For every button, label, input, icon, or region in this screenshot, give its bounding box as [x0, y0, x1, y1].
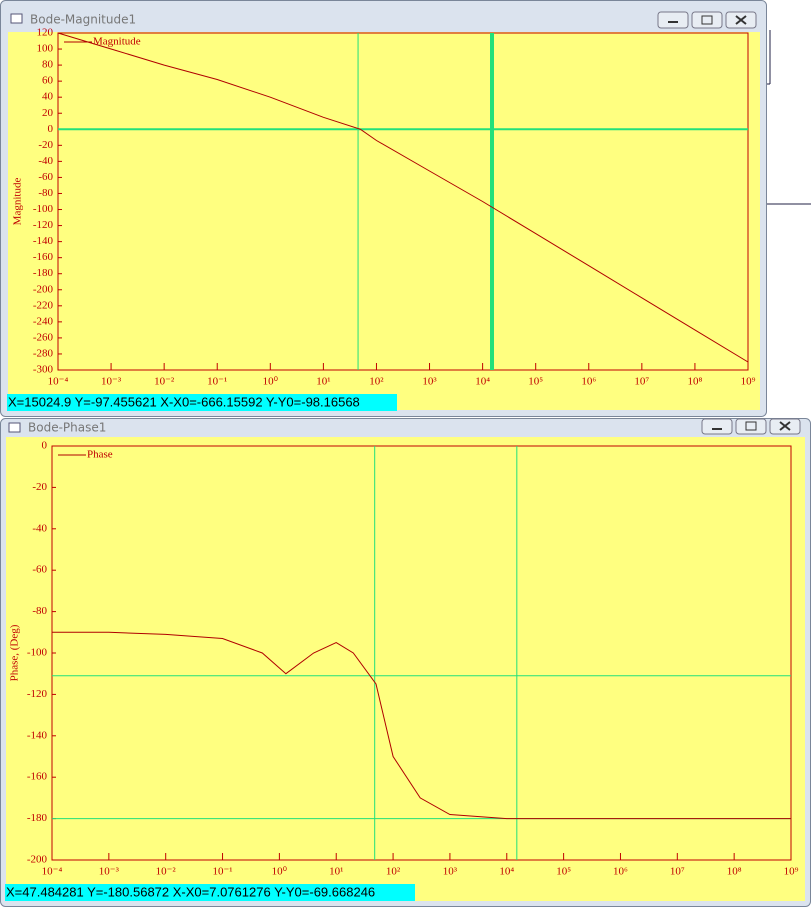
x-tick-label: 10⁶ — [613, 866, 628, 878]
x-tick-label: 10⁻¹ — [207, 376, 227, 388]
series-line — [57, 32, 749, 363]
status-bar — [5, 884, 415, 901]
x-tick-label: 10⁶ — [581, 376, 596, 388]
x-tick-label: 10⁻⁴ — [42, 866, 63, 878]
y-tick-label: -100 — [27, 647, 48, 659]
x-tick-label: 10⁷ — [670, 866, 685, 878]
icon — [779, 421, 791, 431]
y-tick-label: -120 — [33, 219, 54, 231]
y-tick-label: 20 — [42, 107, 54, 119]
series-line — [52, 631, 791, 820]
x-tick-label: 10⁴ — [475, 376, 490, 388]
y-tick-label: -40 — [38, 155, 53, 167]
y-tick-label: -120 — [27, 688, 48, 700]
x-tick-label: 10¹ — [316, 376, 330, 388]
y-tick-label: -20 — [32, 481, 47, 493]
window-title: Bode-Magnitude1 — [30, 13, 136, 27]
x-tick-label: 10³ — [443, 866, 458, 878]
y-tick-label: 80 — [42, 59, 54, 71]
plot-background — [8, 32, 760, 410]
y-tick-label: 100 — [37, 43, 54, 55]
y-tick-label: -80 — [38, 187, 53, 199]
y-tick-label: -180 — [33, 267, 54, 279]
y-tick-label: -200 — [27, 854, 48, 866]
maximize-button[interactable] — [735, 418, 767, 435]
x-tick-label: 10⁸ — [727, 866, 742, 878]
x-tick-label: 10⁻³ — [99, 866, 120, 878]
minimize-button[interactable] — [657, 11, 689, 29]
y-tick-label: 0 — [42, 440, 48, 452]
y-axis-label: Magnitude — [12, 178, 24, 226]
window: Bode-Phase1 X=47.484281 Y=-180.56872 X-X… — [0, 418, 811, 907]
x-tick-label: 10⁵ — [556, 866, 571, 878]
y-tick-label: -80 — [32, 605, 47, 617]
x-tick-label: 10⁻¹ — [212, 866, 232, 878]
x-tick-label: 10⁹ — [784, 866, 799, 878]
y-axis-label: Phase, (Deg) — [9, 624, 21, 681]
x-tick-label: 10⁸ — [688, 376, 703, 388]
y-tick-label: -260 — [33, 331, 54, 343]
x-tick-label: 10⁻² — [156, 866, 177, 878]
minimize-button[interactable] — [701, 418, 733, 435]
x-tick-label: 10⁰ — [263, 376, 279, 388]
y-tick-label: 60 — [42, 75, 54, 87]
y-tick-label: -160 — [27, 771, 48, 783]
window: Bode-Magnitude1 X=15024.9 Y=-97.455621 X… — [0, 0, 767, 417]
x-tick-label: 10⁻² — [154, 376, 175, 388]
y-tick-label: -140 — [27, 729, 48, 741]
y-tick-label: -220 — [33, 299, 54, 311]
y-tick-label: -200 — [33, 283, 54, 295]
icon — [735, 15, 747, 25]
window-icon — [10, 13, 23, 24]
x-tick-label: 10⁴ — [499, 866, 514, 878]
y-tick-label: 120 — [37, 27, 54, 39]
plot-background — [6, 437, 805, 901]
y-tick-label: -240 — [33, 315, 54, 327]
y-tick-label: -60 — [38, 171, 53, 183]
y-tick-label: 0 — [48, 123, 54, 135]
window-title: Bode-Phase1 — [28, 421, 106, 435]
y-tick-label: -40 — [32, 522, 47, 534]
status-text: X=47.484281 Y=-180.56872 X-X0=7.0761276 … — [6, 884, 375, 899]
x-tick-label: 10⁰ — [272, 866, 288, 878]
plot-frame — [57, 32, 749, 371]
x-tick-label: 10¹ — [329, 866, 343, 878]
x-tick-label: 10⁹ — [741, 376, 756, 388]
y-tick-label: -20 — [38, 139, 53, 151]
window-icon — [8, 422, 21, 433]
y-tick-label: -60 — [32, 564, 47, 576]
legend-label: Phase — [87, 449, 113, 461]
y-tick-label: 40 — [42, 91, 54, 103]
y-tick-label: -100 — [33, 203, 54, 215]
status-bar — [7, 394, 397, 411]
x-tick-label: 10⁷ — [634, 376, 649, 388]
icon — [701, 15, 713, 25]
y-tick-label: -300 — [33, 364, 54, 376]
x-tick-label: 10² — [386, 866, 401, 878]
x-tick-label: 10⁵ — [528, 376, 543, 388]
y-tick-label: -160 — [33, 251, 54, 263]
status-text: X=15024.9 Y=-97.455621 X-X0=-666.15592 Y… — [8, 394, 360, 409]
maximize-button[interactable] — [691, 11, 723, 29]
y-tick-label: -180 — [27, 812, 48, 824]
x-tick-label: 10² — [369, 376, 384, 388]
y-tick-label: -280 — [33, 347, 54, 359]
y-tick-label: -140 — [33, 235, 54, 247]
x-tick-label: 10⁻⁴ — [48, 376, 69, 388]
x-tick-label: 10³ — [422, 376, 437, 388]
x-tick-label: 10⁻³ — [101, 376, 122, 388]
icon — [745, 421, 757, 431]
legend-label: Magnitude — [93, 36, 141, 48]
